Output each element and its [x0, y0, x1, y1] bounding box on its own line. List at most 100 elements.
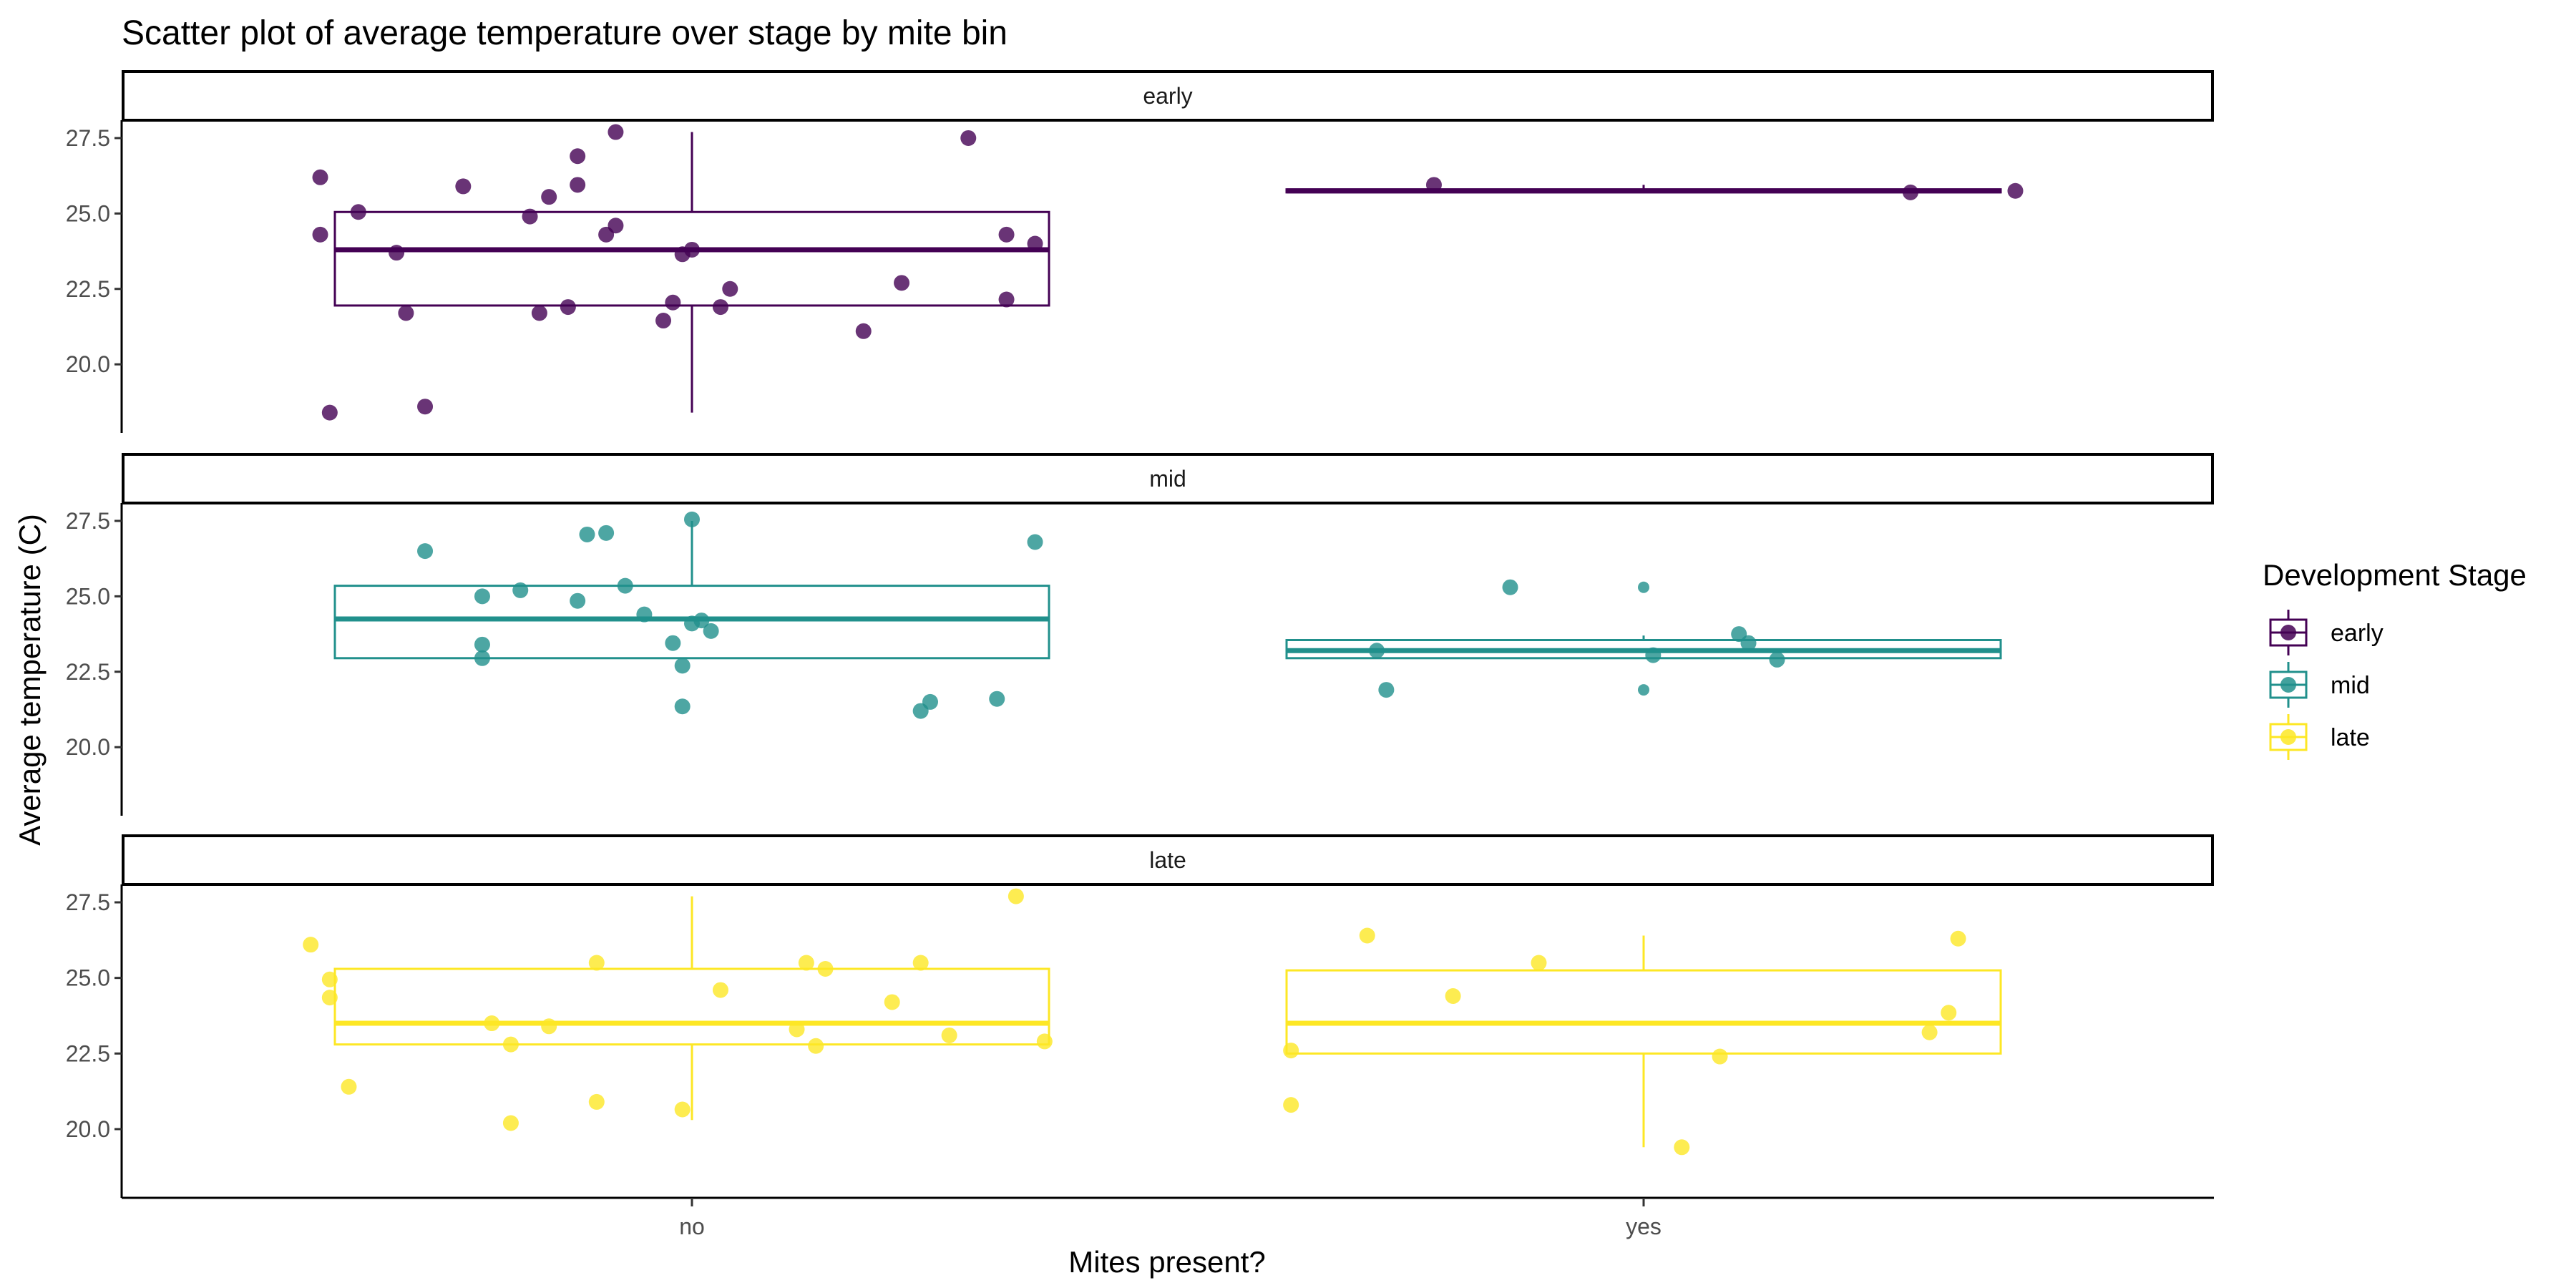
data-point: [855, 323, 872, 339]
data-point: [608, 218, 624, 234]
y-tick-label: 20.0: [66, 1116, 110, 1142]
outlier-point: [1638, 684, 1649, 696]
data-point: [417, 399, 434, 415]
data-point: [1445, 988, 1461, 1005]
facet-panel-mid: mid 20.0 22.5 25.0 27.5: [66, 453, 2214, 816]
data-point: [350, 204, 366, 220]
data-point: [1359, 927, 1375, 944]
box-iqr: [1285, 969, 2002, 1055]
data-point: [1950, 930, 1966, 947]
data-point: [617, 577, 633, 594]
data-point: [522, 208, 538, 225]
data-point: [608, 124, 624, 140]
data-point: [1769, 651, 1785, 668]
data-point: [703, 623, 719, 639]
data-point: [303, 937, 319, 953]
data-point: [1027, 235, 1043, 252]
boxplot-late-no: [333, 896, 1050, 1121]
data-point: [674, 1101, 691, 1118]
y-tick-label: 22.5: [66, 659, 110, 685]
data-point: [894, 275, 910, 291]
legend-key-point: [2280, 677, 2296, 693]
facet-strip-box: [122, 834, 2214, 886]
x-tick-label: yes: [1626, 1214, 1662, 1239]
data-point: [398, 305, 414, 321]
legend-key-point: [2280, 625, 2296, 640]
legend-key-point: [2280, 729, 2296, 745]
data-point: [341, 1078, 357, 1095]
box-iqr: [333, 210, 1050, 307]
data-point: [636, 606, 653, 623]
data-point: [798, 955, 814, 971]
data-point: [674, 658, 691, 674]
data-point: [512, 582, 529, 598]
data-point: [1369, 643, 1385, 659]
data-point: [693, 613, 710, 629]
data-point: [312, 169, 328, 185]
data-point: [808, 1038, 824, 1054]
data-point: [570, 148, 586, 165]
data-point: [598, 525, 615, 541]
data-point: [712, 982, 728, 998]
facet-strip-mid: mid: [122, 453, 2214, 504]
y-tick-label: 22.5: [66, 1040, 110, 1066]
data-point: [570, 177, 586, 193]
y-tick-label: 20.0: [66, 734, 110, 760]
data-point: [1740, 635, 1757, 651]
data-point: [684, 511, 700, 527]
data-point: [817, 960, 834, 977]
data-point: [1921, 1024, 1938, 1040]
legend-label: late: [2331, 724, 2370, 751]
data-point: [1283, 1097, 1299, 1113]
legend-label: early: [2331, 620, 2384, 647]
data-point: [960, 130, 977, 146]
x-tick-label: no: [679, 1214, 705, 1239]
data-point: [560, 299, 576, 316]
y-tick-label: 27.5: [66, 125, 110, 151]
data-point: [1502, 579, 1518, 595]
data-point: [1674, 1139, 1690, 1156]
data-point: [665, 294, 681, 311]
facet-strip-label: late: [1149, 847, 1186, 873]
facet-strip-early: early: [122, 70, 2214, 122]
boxplot-early-no: [333, 132, 1050, 413]
data-point: [502, 1115, 519, 1131]
data-point: [417, 543, 434, 560]
data-point: [998, 291, 1015, 308]
y-tick-label: 20.0: [66, 351, 110, 377]
data-point: [321, 990, 338, 1006]
data-point: [941, 1027, 957, 1043]
data-point: [484, 1015, 500, 1032]
outlier-point: [1638, 581, 1649, 593]
legend: Development Stage early mid late: [2263, 558, 2527, 760]
facet-strip-box: [122, 70, 2214, 122]
data-point: [321, 971, 338, 987]
y-tick-label: 27.5: [66, 508, 110, 534]
facet-strip-late: late: [122, 834, 2214, 886]
data-point: [531, 305, 547, 321]
legend-item-late: late: [2269, 714, 2370, 760]
legend-item-mid: mid: [2269, 662, 2370, 708]
data-point: [665, 635, 681, 651]
data-point: [1378, 682, 1395, 698]
y-axis-title: Average temperature (C): [13, 514, 47, 846]
facets: early 20.0 22.5 25.0 27.5 mid 20.0 22.5 25.0 27.5…: [66, 70, 2214, 1198]
data-point: [2007, 182, 2024, 199]
x-axis-title: Mites present?: [1068, 1245, 1265, 1279]
data-point: [789, 1021, 805, 1038]
data-point: [1036, 1033, 1053, 1050]
legend-label: mid: [2331, 672, 2370, 699]
y-tick-label: 25.0: [66, 583, 110, 609]
facet-panel-late: late 20.0 22.5 25.0 27.5: [66, 834, 2214, 1198]
data-point: [588, 1093, 605, 1110]
data-point: [541, 189, 557, 205]
boxplot-late-yes: [1285, 935, 2002, 1148]
data-point: [321, 404, 338, 421]
chart-title: Scatter plot of average temperature over…: [122, 14, 1008, 52]
data-point: [1027, 534, 1043, 550]
facet-strip-label: mid: [1149, 466, 1186, 492]
x-axis: no yes: [122, 1196, 2214, 1239]
data-point: [455, 178, 472, 195]
y-tick-label: 25.0: [66, 965, 110, 991]
data-point: [588, 955, 605, 971]
